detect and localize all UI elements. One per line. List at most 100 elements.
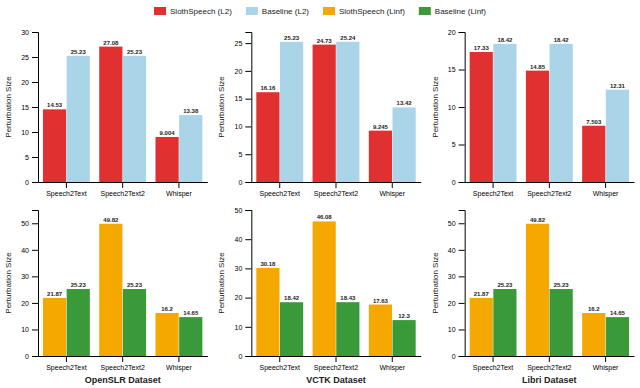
y-tick-label: 20 xyxy=(448,29,456,36)
x-tick-label: Speech2Text2 xyxy=(100,364,144,372)
y-tick: 20 xyxy=(448,300,465,307)
y-tick: 10 xyxy=(448,326,465,333)
y-axis-title: Perturbation Size xyxy=(4,252,13,314)
x-axis: Speech2TextSpeech2Text2Whisper xyxy=(39,182,208,198)
tick-mark xyxy=(245,356,251,357)
y-tick: 25 xyxy=(235,40,252,47)
y-tick-label: 25 xyxy=(235,40,243,47)
data-label: 25.23 xyxy=(284,35,300,41)
series xyxy=(470,52,606,182)
y-tick: 5 xyxy=(238,151,251,158)
legend-item: SlothSpeech (L2) xyxy=(154,7,232,16)
data-label: 25.23 xyxy=(554,282,570,288)
x-tick: Speech2Text xyxy=(473,356,514,372)
tick-mark xyxy=(459,32,465,33)
bars xyxy=(470,224,629,356)
y-tick-label: 50 xyxy=(448,220,456,227)
bar xyxy=(99,47,122,182)
legend-item: Baseline (L2) xyxy=(246,7,309,16)
y-tick-label: 10 xyxy=(235,324,243,331)
x-tick-label: Speech2Text2 xyxy=(527,364,571,372)
x-tick-label: Speech2Text2 xyxy=(314,364,358,372)
bar xyxy=(43,109,66,182)
tick-mark xyxy=(279,356,280,362)
x-axis: Speech2TextSpeech2Text2Whisper xyxy=(252,182,421,198)
data-label: 25.23 xyxy=(71,282,87,288)
data-label: 46.08 xyxy=(317,214,333,220)
bar xyxy=(392,107,415,182)
tick-mark xyxy=(32,32,38,33)
tick-mark xyxy=(66,356,67,362)
x-tick: Whisper xyxy=(593,182,619,198)
tick-mark xyxy=(245,327,251,328)
tick-mark xyxy=(336,356,337,362)
tick-mark xyxy=(493,356,494,362)
tick-mark xyxy=(122,356,123,362)
series xyxy=(493,289,629,356)
axis-line xyxy=(252,182,421,183)
bar xyxy=(313,221,336,356)
bar xyxy=(179,115,202,182)
data-label: 13.42 xyxy=(397,100,413,106)
y-axis-title: Perturbation Size xyxy=(4,76,13,138)
tick-mark xyxy=(245,99,251,100)
tick-mark xyxy=(32,182,38,183)
bar xyxy=(43,298,66,356)
y-tick-label: 25 xyxy=(21,54,29,61)
y-tick: 15 xyxy=(448,66,465,73)
y-tick-label: 0 xyxy=(452,353,456,360)
x-axis: Speech2TextSpeech2Text2Whisper xyxy=(39,356,208,372)
y-tick-label: 10 xyxy=(21,129,29,136)
bar xyxy=(606,90,629,182)
data-label: 12.3 xyxy=(398,313,410,319)
y-tick: 50 xyxy=(448,220,465,227)
y-tick: 10 xyxy=(448,104,465,111)
tick-mark xyxy=(459,70,465,71)
y-tick-label: 0 xyxy=(238,353,242,360)
bar xyxy=(582,126,605,182)
panel: 14.5327.089.00425.2325.2313.38Speech2Tex… xyxy=(4,29,208,198)
panel: 21.8749.8216.225.2325.2314.65Speech2Text… xyxy=(431,211,635,386)
series xyxy=(256,221,392,356)
figure: 14.5327.089.00425.2325.2313.38Speech2Tex… xyxy=(0,0,640,388)
bar xyxy=(470,52,493,182)
tick-mark xyxy=(549,182,550,188)
y-tick: 50 xyxy=(21,220,38,227)
tick-mark xyxy=(392,356,393,362)
y-tick-label: 5 xyxy=(452,141,456,148)
tick-mark xyxy=(122,182,123,188)
tick-mark xyxy=(32,57,38,58)
x-tick-label: Speech2Text xyxy=(473,364,514,372)
data-label: 9.245 xyxy=(373,124,389,130)
x-tick-label: Speech2Text xyxy=(46,190,87,198)
tick-mark xyxy=(459,250,465,251)
axis-line xyxy=(459,33,466,183)
x-tick-label: Whisper xyxy=(166,190,192,198)
data-labels: 30.1846.0817.6318.4218.4312.3 xyxy=(260,214,410,319)
tick-mark xyxy=(245,71,251,72)
tick-mark xyxy=(245,43,251,44)
y-tick: 10 xyxy=(21,326,38,333)
tick-mark xyxy=(32,303,38,304)
y-tick: 20 xyxy=(235,294,252,301)
data-label: 24.73 xyxy=(317,38,333,44)
series xyxy=(470,224,606,356)
tick-mark xyxy=(32,223,38,224)
y-tick: 40 xyxy=(235,236,252,243)
y-tick-label: 5 xyxy=(25,154,29,161)
data-label: 18.42 xyxy=(497,37,513,43)
x-tick: Speech2Text2 xyxy=(314,182,358,198)
legend-item: SlothSpeech (Linf) xyxy=(323,7,405,16)
y-tick-label: 15 xyxy=(235,95,243,102)
y-tick: 15 xyxy=(21,104,38,111)
y-tick-label: 10 xyxy=(235,123,243,130)
tick-mark xyxy=(178,356,179,362)
bar xyxy=(493,289,516,356)
bar xyxy=(256,92,279,182)
tick-mark xyxy=(549,356,550,362)
y-tick-label: 30 xyxy=(448,273,456,280)
tick-mark xyxy=(245,210,251,211)
tick-mark xyxy=(605,356,606,362)
y-tick: 30 xyxy=(448,273,465,280)
axis-line xyxy=(252,356,421,357)
